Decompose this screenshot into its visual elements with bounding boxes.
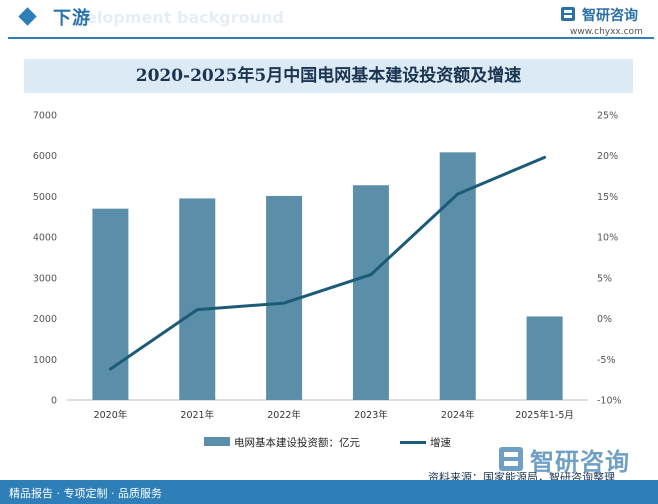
footer-logo-text: 智研咨询 <box>530 448 630 476</box>
combo-chart: 0 1000 2000 3000 4000 5000 6000 7000 -10% -5% 0% 5%… <box>33 111 622 422</box>
y-left-tick-label: 2000 <box>33 314 57 325</box>
y-right-tick-label: 10% <box>597 233 618 244</box>
chart-title-bar: 2020-2025年5月中国电网基本建设投资额及增速 <box>24 59 633 93</box>
bar <box>92 208 129 400</box>
y-left-tick-label: 3000 <box>33 273 57 284</box>
footer-bar: 精品报告 · 专项定制 · 品质服务 <box>0 480 658 504</box>
bar <box>179 198 216 400</box>
y-left-tick-label: 4000 <box>33 233 57 244</box>
section-title: 下游 <box>53 8 91 29</box>
y-left-tick-label: 0 <box>51 396 57 407</box>
footer-tagline: 精品报告 · 专项定制 · 品质服务 <box>9 487 162 500</box>
x-tick-label: 2023年 <box>354 409 388 421</box>
y-left-tick-label: 6000 <box>33 151 57 162</box>
brand-logo: 智研咨询 www.chyxx.com <box>560 5 656 37</box>
brand-url: www.chyxx.com <box>570 27 643 37</box>
x-tick-label: 2024年 <box>441 409 475 421</box>
legend-line-label: 增速 <box>430 437 451 449</box>
header-divider <box>8 37 654 39</box>
y-right-tick-label: 5% <box>597 273 612 284</box>
y-left-tick-label: 1000 <box>33 355 57 366</box>
legend-bar-label: 电网基本建设投资额：亿元 <box>234 437 360 449</box>
background-watermark-text: elopment background <box>86 8 284 27</box>
bar <box>352 185 389 400</box>
chart-title: 2020-2025年5月中国电网基本建设投资额及增速 <box>135 66 522 86</box>
growth-line <box>108 155 547 371</box>
y-right-tick-label: -10% <box>597 396 622 407</box>
bar <box>526 316 563 400</box>
y-right-tick-label: 15% <box>597 192 618 203</box>
y-right-tick-label: 20% <box>597 151 618 162</box>
footer-logo: 智研咨询 <box>498 440 658 480</box>
x-tick-label: 2021年 <box>180 409 214 421</box>
header-bar: elopment background 下游 智研咨询 www.chyxx.co… <box>0 0 658 40</box>
footer-logo-icon <box>499 447 523 471</box>
x-tick-label: 2025年1-5月 <box>515 409 574 421</box>
x-tick-label: 2020年 <box>94 409 128 421</box>
x-tick-label: 2022年 <box>267 409 301 421</box>
brand-logo-icon <box>561 7 575 21</box>
y-right-tick-label: -5% <box>597 355 616 366</box>
y-right-tick-label: 25% <box>597 111 618 122</box>
diamond-icon <box>18 7 37 26</box>
brand-name: 智研咨询 <box>582 8 638 24</box>
y-right-tick-label: 0% <box>597 314 612 325</box>
y-left-tick-label: 7000 <box>33 111 57 122</box>
legend-line-swatch <box>400 441 426 444</box>
legend-bar-swatch <box>204 437 230 446</box>
y-left-tick-label: 5000 <box>33 192 57 203</box>
